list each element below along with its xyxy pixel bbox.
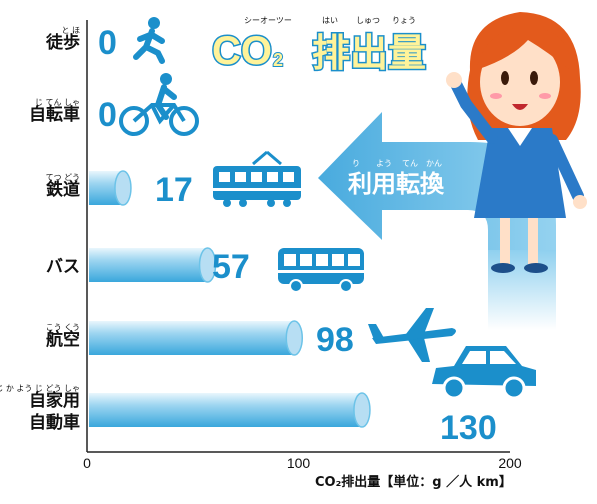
walking-person-icon: [133, 17, 165, 64]
arrow-ruby: てん: [402, 159, 418, 168]
bar: [89, 248, 208, 282]
bar: [89, 393, 362, 427]
value-label: 57: [212, 248, 250, 286]
category-label: 自家用: [29, 390, 80, 411]
category-ruby: と ほ: [61, 26, 80, 35]
category-label: 航空: [46, 329, 80, 350]
girl-illustration-icon: [446, 12, 587, 273]
bus-icon: [278, 248, 364, 293]
category-ruby: じ か よう じ どう しゃ: [0, 384, 80, 393]
category-label: 徒歩: [45, 32, 80, 53]
value-label: 17: [155, 171, 193, 209]
value-label: 98: [316, 321, 354, 359]
category-ruby: てつ どう: [46, 173, 80, 182]
train-icon: [213, 150, 301, 207]
category-label: 鉄道: [46, 179, 80, 200]
bar-end-cap: [285, 320, 304, 356]
banner-co2: CO: [212, 29, 272, 73]
value-label: 0: [98, 96, 117, 134]
bar-end-cap: [353, 392, 371, 428]
banner-word-ruby: はい: [322, 16, 338, 25]
arrow-ruby: り: [352, 159, 360, 168]
category-label: 自転車: [29, 104, 80, 125]
chart-axes: [86, 20, 510, 453]
bar-end-cap: [114, 170, 132, 206]
arrow-text: 利用転換: [348, 170, 445, 198]
arrow-ruby: かん: [426, 159, 442, 168]
x-tick-label: 100: [287, 455, 311, 471]
x-axis-title: CO₂排出量【単位：g ／人 km】: [315, 474, 512, 490]
modal-shift-label: り よう てん かん 利用転換: [348, 159, 445, 198]
banner-co2-ruby: シーオーツー: [244, 16, 292, 25]
banner-word-ruby: しゅつ: [356, 16, 380, 25]
x-tick-label: 0: [83, 455, 91, 471]
bar-end-cap: [198, 247, 217, 283]
x-tick-label: 200: [498, 455, 522, 471]
category-ruby: じ てん しゃ: [35, 98, 80, 107]
bar: [89, 321, 295, 355]
category-ruby: こう くう: [46, 323, 80, 332]
airplane-icon: [368, 308, 456, 362]
value-label: 130: [440, 409, 497, 447]
category-label: バス: [46, 257, 80, 277]
banner-emission-word: 排出量: [312, 31, 426, 75]
banner-word-ruby: りょう: [392, 16, 416, 25]
banner-co2-subscript: 2: [273, 50, 283, 70]
arrow-ruby: よう: [376, 159, 392, 168]
bicycle-icon: [119, 73, 199, 136]
car-icon: [432, 346, 536, 400]
co2-banner: シーオーツー CO 2 はい しゅつ りょう 排出量: [211, 16, 428, 77]
category-label: 自動車: [29, 412, 80, 433]
value-label: 0: [98, 24, 117, 62]
